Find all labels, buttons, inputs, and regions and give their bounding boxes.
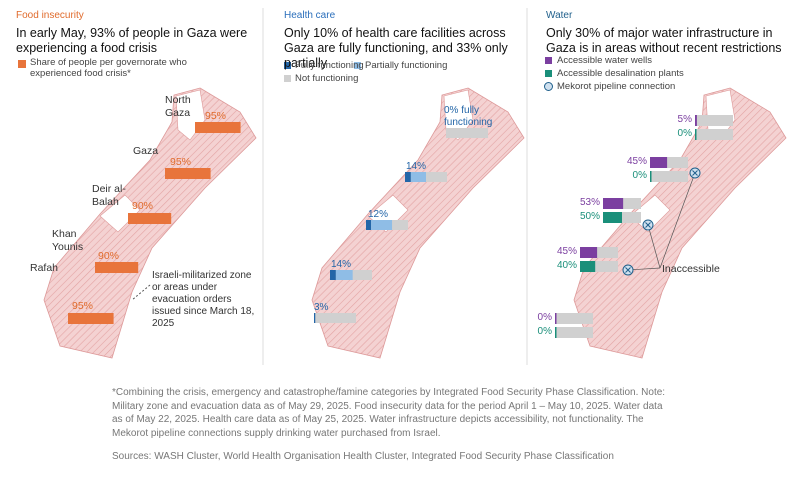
legend-swatch [284,62,291,69]
bar-desalination [695,129,697,140]
bar-partially [335,270,353,280]
governorate-name: North Gaza [165,94,191,119]
value-label: 95% [205,110,227,122]
panel-title: In early May, 93% of people in Gaza were… [16,26,248,55]
value-label: 53% [579,197,600,208]
legend-swatch [354,62,361,69]
annotation-line [131,284,151,301]
legend-label: Partially functioning [365,60,448,71]
bar-track [555,313,593,324]
value-label: 0% [537,326,552,337]
bar-track [580,247,618,258]
annotation: Israeli-militarized zone or areas under … [152,270,255,329]
bar-fully [330,270,336,280]
panel-category: Water [546,10,573,21]
bar-desalination [603,212,622,223]
sources: Sources: WASH Cluster, World Health Orga… [112,451,614,462]
governorate-name: Khan Younis [52,228,84,253]
bar-desalination [650,171,652,182]
legend-label: Share of people per governorate who expe… [30,57,187,80]
bar [68,313,114,324]
governorate-name: Gaza [133,145,159,157]
bar-fully [314,313,316,323]
bar-track [695,129,733,140]
legend-label: Not functioning [295,73,359,84]
gaza-map [573,87,787,359]
value-label: 95% [170,156,192,168]
footnote: *Combining the crisis, emergency and cat… [112,387,666,439]
panel-category: Food insecurity [16,10,84,21]
bar [195,122,241,133]
value-label: 0% [632,170,647,181]
bar [128,213,172,224]
legend-label: Accessible desalination plants [557,68,684,79]
bar-wells [580,247,598,258]
value-label: 95% [72,300,94,312]
panel-title: Only 30% of major water infrastructure i… [546,26,782,55]
value-label: 90% [98,250,120,262]
unrestricted-area [99,194,141,233]
bar-track [650,157,688,168]
bar [95,262,139,273]
pipeline-icon-x [692,170,698,176]
value-label: 40% [556,260,577,271]
bar-fully [405,172,411,182]
bar-wells [603,198,624,209]
bar [165,168,211,179]
bar-track [446,128,488,138]
pipeline-icon [544,82,553,91]
value-label: 45% [556,246,577,257]
value-label: 45% [626,156,647,167]
governorate-name: Deir al-Balah [92,183,126,208]
value-label: 0% [677,128,692,139]
annotation: Inaccessible [662,263,720,275]
bar-wells [555,313,557,324]
value-label: 0% fully functioning [444,105,493,128]
bar-track [555,327,593,338]
value-label: 90% [132,200,154,212]
bar-fully [366,220,372,230]
governorate-name: Rafah [30,262,59,274]
bar-track [314,313,356,323]
bar-wells [695,115,697,126]
bar-desalination [555,327,557,338]
panel-title: Only 10% of health care facilities acros… [284,26,508,70]
annotation-line [659,172,696,269]
legend-swatch [545,70,552,77]
legend-label: Fully functioning [295,60,364,71]
annotation-line [647,224,661,269]
value-label: 14% [406,161,427,172]
pipeline-icon-x [645,222,651,228]
bar-track [580,261,618,272]
pipeline-icon-x [625,267,631,273]
value-label: 12% [368,209,389,220]
gaza-map [311,87,525,359]
bar-track [650,171,688,182]
value-label: 14% [331,259,352,270]
value-label: 5% [677,114,692,125]
legend-swatch [18,60,26,68]
panel-category: Health care [284,10,336,21]
value-label: 0% [537,312,552,323]
legend-swatch [545,57,552,64]
bar-partially [371,220,393,230]
legend-label: Accessible water wells [557,55,653,66]
bar-partially [410,172,426,182]
bar-wells [650,157,668,168]
bar-desalination [580,261,596,272]
value-label: 50% [579,211,600,222]
legend-label: Mekorot pipeline connection [557,81,676,92]
value-label: 3% [314,302,329,313]
legend-swatch [284,75,291,82]
bar-track [695,115,733,126]
